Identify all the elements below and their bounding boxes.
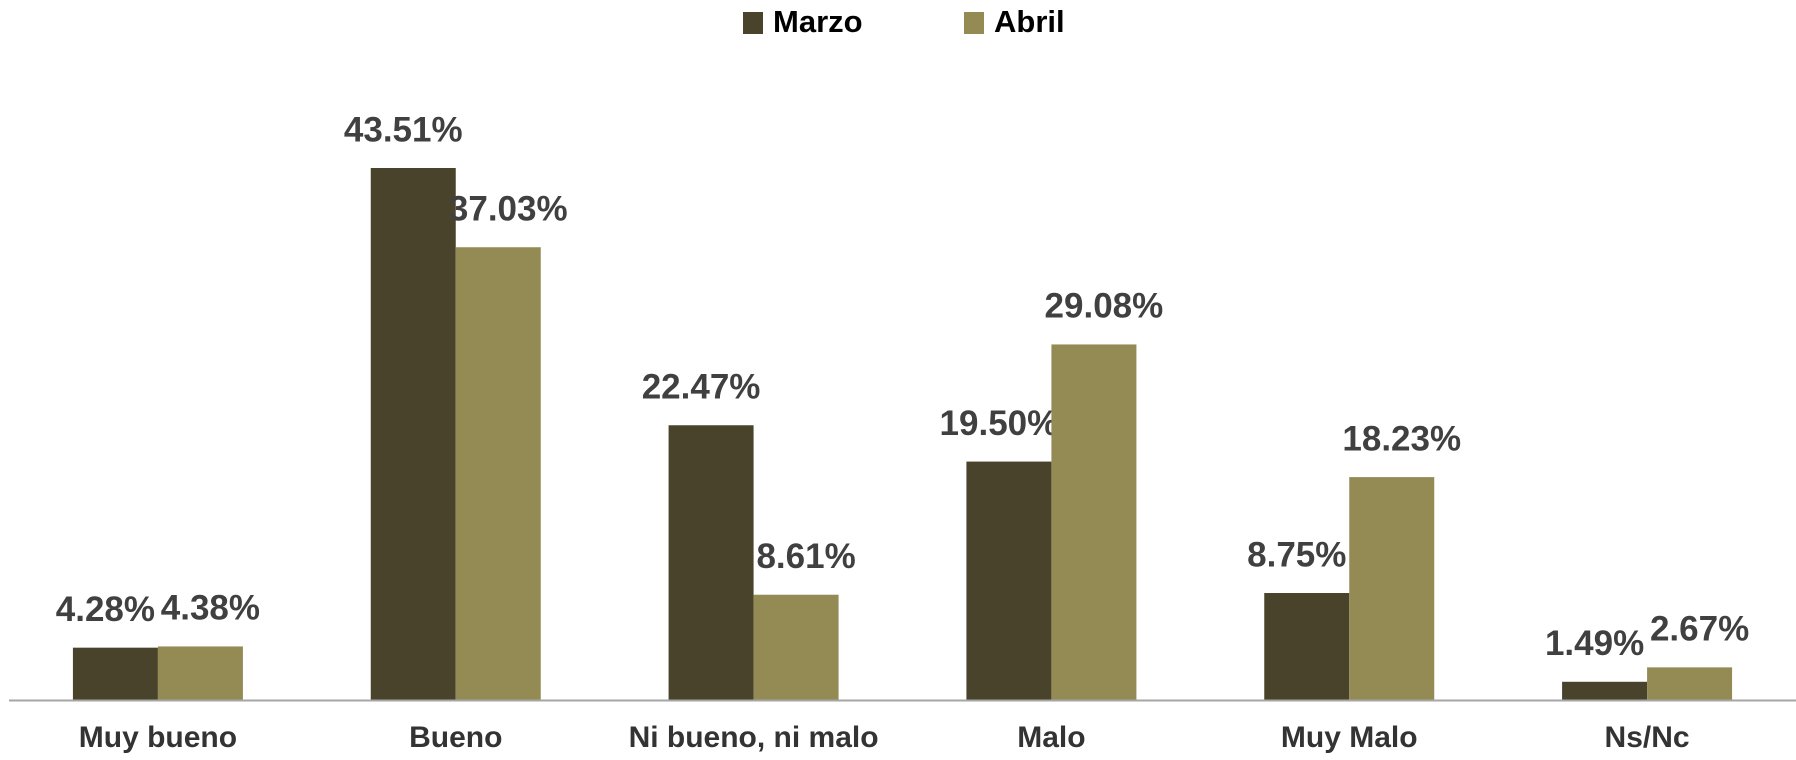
legend-label: Abril (994, 4, 1065, 39)
bar (455, 247, 541, 700)
legend-swatch (964, 12, 984, 34)
data-label: 18.23% (1342, 419, 1461, 458)
x-tick-label: Ns/Nc (1605, 721, 1690, 754)
bar (157, 646, 243, 700)
bar (1051, 344, 1137, 700)
bar (966, 461, 1052, 700)
data-label: 19.50% (940, 404, 1059, 443)
bar (72, 647, 158, 700)
bar (1349, 477, 1435, 700)
x-tick-label: Malo (1017, 721, 1085, 754)
bar (1562, 681, 1648, 700)
x-tick-label: Ni bueno, ni malo (629, 721, 879, 754)
x-tick-label: Muy bueno (79, 721, 237, 754)
data-label: 2.67% (1650, 610, 1749, 649)
data-label: 8.61% (756, 537, 855, 576)
data-label: 22.47% (642, 368, 761, 407)
data-label: 1.49% (1545, 624, 1644, 663)
data-label: 8.75% (1247, 535, 1346, 574)
bar (1264, 593, 1350, 700)
x-tick-label: Bueno (409, 721, 502, 754)
bar (753, 594, 839, 700)
data-label: 43.51% (344, 110, 463, 149)
x-tick-label: Muy Malo (1281, 721, 1418, 754)
data-label: 4.28% (56, 590, 155, 629)
data-label: 29.08% (1045, 287, 1164, 326)
legend-swatch (743, 12, 763, 34)
bar (1647, 667, 1733, 700)
bar (668, 425, 754, 700)
data-label: 4.38% (161, 589, 260, 628)
data-label: 37.03% (449, 189, 568, 228)
bar (370, 168, 456, 700)
legend-label: Marzo (773, 4, 863, 39)
